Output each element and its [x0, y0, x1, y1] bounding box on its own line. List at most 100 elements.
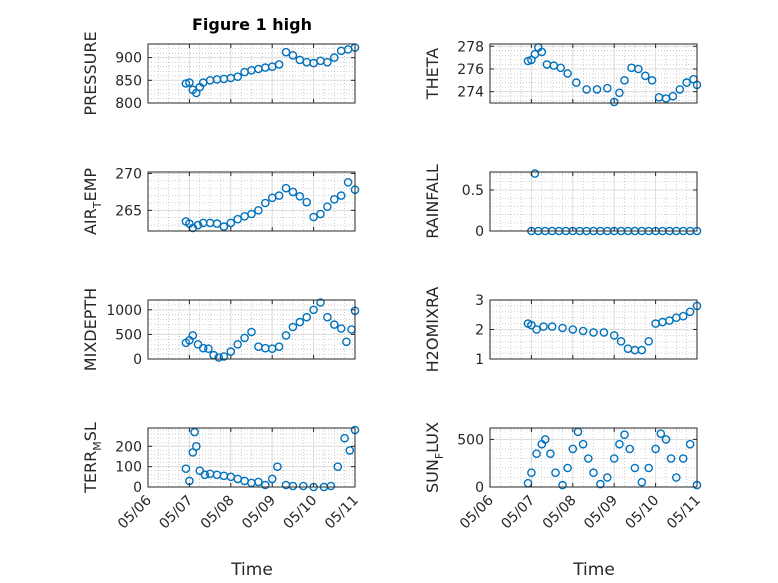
mixdepth-point	[233, 339, 242, 349]
sun-flux-plot-area	[490, 428, 697, 487]
mixdepth-point	[247, 327, 256, 337]
mixdepth-point	[214, 353, 223, 362]
theta-point	[592, 85, 602, 94]
sun-flux-point	[672, 473, 681, 482]
mixdepth-point	[288, 322, 298, 332]
sun-flux-point	[578, 439, 588, 449]
theta-ytick-label: 274	[457, 85, 484, 101]
rainfall-ylabel: RAINFALL	[423, 164, 442, 239]
sun-flux-point	[527, 468, 536, 478]
sun-flux-point	[620, 430, 629, 440]
air-temp-point	[309, 212, 318, 222]
air-temp-point	[193, 220, 203, 230]
air-temp-point	[302, 197, 312, 207]
air-temp-point	[219, 222, 229, 231]
sun-flux-point	[678, 454, 688, 463]
h2omixra-point	[644, 336, 654, 346]
theta-ylabel: THETA	[423, 48, 442, 100]
sun-flux-point	[563, 463, 572, 473]
terr-msl-point	[333, 462, 343, 472]
pressure-point	[181, 79, 191, 88]
terr-msl-point	[200, 470, 210, 480]
h2omixra-point	[558, 323, 567, 333]
sun-flux-point	[589, 468, 598, 478]
h2omixra-point	[678, 311, 688, 321]
mixdepth-point	[309, 305, 318, 315]
h2omixra-point	[547, 322, 557, 331]
theta-point	[620, 76, 629, 85]
terr-msl-point	[188, 448, 198, 457]
h2omixra-ytick-label: 3	[475, 293, 484, 309]
air-temp-point	[343, 177, 353, 187]
terr-msl-axes-box	[147, 427, 356, 488]
subplot-terr-msl: 0 100 200 TERRMSL 05/06 05/07 05/08 05/09 05/10 0…	[81, 422, 362, 532]
theta-ytick-label: 276	[457, 62, 484, 78]
x-axis-label-right: Time	[572, 560, 615, 580]
theta-point	[634, 64, 643, 74]
subplot-mixdepth: 0 500 1000 MIXDEPTH	[81, 288, 360, 371]
sun-flux-xtick-label: 05/10	[623, 493, 663, 533]
sun-flux-axes-box	[489, 427, 698, 488]
subplot-pressure: 800 850 900 PRESSURE	[81, 31, 360, 116]
terr-msl-point	[326, 481, 336, 491]
theta-point	[668, 91, 678, 101]
sun-flux-point	[568, 444, 578, 454]
theta-point	[615, 88, 624, 98]
sun-flux-point	[625, 444, 635, 454]
air-temp-plot-area	[148, 172, 355, 231]
mixdepth-point	[274, 342, 284, 352]
sun-flux-xtick-label: 05/11	[664, 493, 704, 533]
mixdepth-ytick-label: 1000	[106, 303, 142, 319]
air-temp-ylabel: AIRTEMP	[81, 168, 104, 235]
theta-point	[537, 47, 547, 57]
sun-flux-point	[637, 477, 647, 487]
mixdepth-point	[323, 312, 332, 322]
sun-flux-point	[540, 435, 550, 444]
mixdepth-point	[204, 344, 213, 354]
terr-msl-ytick-label: 0	[133, 480, 142, 496]
sun-flux-point	[656, 429, 666, 439]
h2omixra-point	[637, 345, 647, 355]
pressure-ytick-label: 900	[115, 51, 142, 67]
air-temp-point	[316, 209, 325, 219]
theta-point	[582, 85, 591, 94]
mixdepth-point	[240, 333, 249, 343]
terr-msl-xtick-label: 05/08	[198, 493, 238, 533]
subplot-rainfall: 0 0.5 RAINFALL	[423, 164, 702, 240]
terr-msl-point	[260, 480, 270, 490]
theta-point	[572, 78, 581, 87]
mixdepth-axes-box	[147, 299, 356, 360]
terr-msl-xtick-label: 05/10	[281, 493, 321, 533]
terr-msl-point	[288, 481, 298, 491]
subplot-theta: 274 276 278 THETA	[423, 39, 702, 107]
h2omixra-point	[616, 336, 626, 346]
h2omixra-point	[532, 325, 541, 334]
air-temp-point	[336, 191, 346, 200]
sun-flux-point	[630, 463, 640, 473]
subplot-h2omixra: 1 2 3 H2OMIXRA	[423, 287, 702, 373]
mixdepth-ylabel: MIXDEPTH	[81, 288, 100, 371]
mixdepth-ytick-label: 500	[115, 327, 142, 343]
h2omixra-ylabel: H2OMIXRA	[423, 287, 442, 373]
sun-flux-point	[546, 449, 555, 459]
terr-msl-point	[254, 477, 263, 487]
terr-msl-point	[191, 441, 201, 451]
figure-title: Figure 1 high	[192, 15, 312, 34]
pressure-point	[274, 60, 284, 69]
h2omixra-point	[578, 326, 588, 336]
h2omixra-point	[599, 328, 609, 337]
pressure-point	[281, 47, 291, 57]
sun-flux-point	[666, 454, 676, 463]
air-temp-point	[323, 202, 332, 211]
sun-flux-xtick-label: 05/09	[581, 493, 621, 533]
pressure-point	[185, 78, 194, 87]
pressure-point	[288, 51, 298, 60]
pressure-axes-box	[147, 43, 356, 104]
air-temp-point	[288, 187, 298, 197]
rainfall-axes-box	[489, 171, 698, 232]
theta-point	[603, 83, 612, 93]
subplot-sun-flux: 0 500 SUNFLUX 05/06 05/07 05/08 05/09 05/10 05/1…	[423, 422, 704, 532]
pressure-point	[329, 53, 339, 62]
sun-flux-point	[685, 439, 695, 449]
